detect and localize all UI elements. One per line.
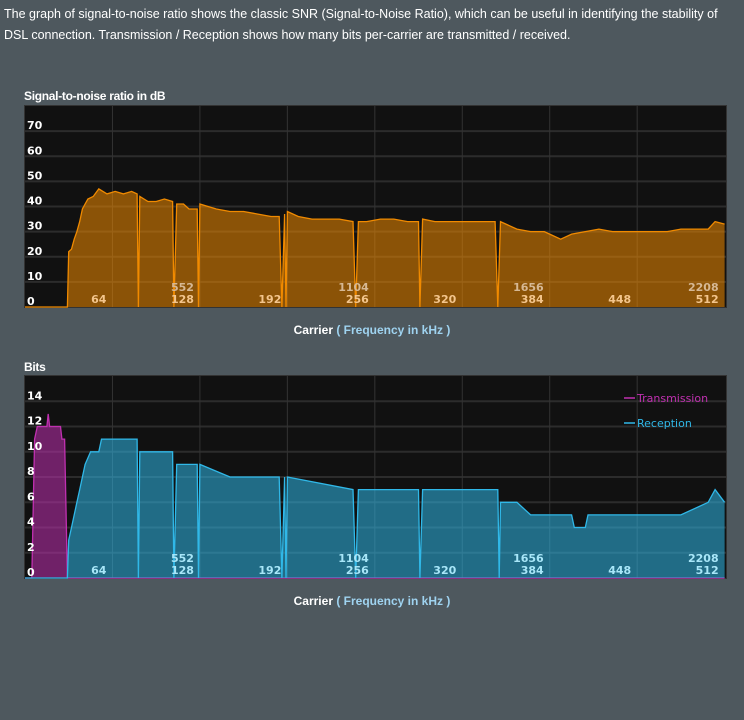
- description-line-1: The graph of signal-to-noise ratio shows…: [4, 7, 718, 21]
- x-tick-khz-label: 1656: [513, 281, 544, 294]
- series-line-reception: [25, 438, 726, 579]
- x-tick-label: 512: [696, 293, 719, 306]
- bits-chart-title: Bits: [24, 360, 46, 374]
- x-tick-label: 64: [91, 293, 107, 306]
- bits-x-axis-label: Carrier ( Frequency in kHz ): [0, 594, 744, 608]
- x-tick-khz-label: 1104: [338, 552, 369, 565]
- x-axis-unit: ( Frequency in kHz ): [336, 323, 451, 337]
- y-tick-label: 14: [27, 389, 43, 402]
- y-tick-label: 12: [27, 415, 42, 428]
- x-axis-title: Carrier: [293, 323, 333, 337]
- x-tick-label: 448: [608, 564, 631, 577]
- legend-label-transmission: Transmission: [636, 392, 708, 405]
- x-tick-khz-label: 2208: [688, 552, 719, 565]
- x-tick-label: 192: [258, 564, 281, 577]
- x-tick-khz-label: 552: [171, 552, 194, 565]
- x-axis-unit: ( Frequency in kHz ): [336, 594, 451, 608]
- snr-x-axis-label: Carrier ( Frequency in kHz ): [0, 323, 744, 337]
- y-tick-label: 2: [27, 541, 35, 554]
- y-tick-label: 30: [27, 220, 43, 233]
- y-tick-label: 8: [27, 465, 35, 478]
- y-tick-label: 50: [27, 169, 43, 182]
- x-tick-label: 128: [171, 293, 194, 306]
- y-tick-label: 70: [27, 119, 43, 132]
- x-tick-label: 448: [608, 293, 631, 306]
- y-tick-label: 60: [27, 144, 43, 157]
- legend-label-reception: Reception: [637, 417, 692, 430]
- x-tick-label: 320: [433, 293, 456, 306]
- x-tick-label: 512: [696, 564, 719, 577]
- description: The graph of signal-to-noise ratio shows…: [4, 4, 744, 46]
- y-tick-label: 40: [27, 195, 43, 208]
- y-tick-label: 10: [27, 440, 43, 453]
- series-line-transmission: [25, 413, 725, 579]
- x-tick-khz-label: 2208: [688, 281, 719, 294]
- y-tick-label: 0: [27, 566, 35, 579]
- x-tick-label: 256: [346, 293, 369, 306]
- description-line-2: DSL connection. Transmission / Reception…: [4, 28, 571, 42]
- y-tick-label: 20: [27, 245, 43, 258]
- x-axis-title: Carrier: [293, 594, 333, 608]
- x-tick-label: 256: [346, 564, 369, 577]
- x-tick-khz-label: 1104: [338, 281, 369, 294]
- y-tick-label: 10: [27, 270, 43, 283]
- y-tick-label: 0: [27, 295, 35, 308]
- x-tick-khz-label: 1656: [513, 552, 544, 565]
- x-tick-khz-label: 552: [171, 281, 194, 294]
- x-tick-label: 128: [171, 564, 194, 577]
- x-tick-label: 192: [258, 293, 281, 306]
- x-tick-label: 64: [91, 564, 107, 577]
- x-tick-label: 384: [521, 293, 544, 306]
- series-line-snr: [25, 188, 725, 308]
- x-tick-label: 384: [521, 564, 544, 577]
- y-tick-label: 6: [27, 490, 35, 503]
- y-tick-label: 4: [27, 516, 35, 529]
- x-tick-label: 320: [433, 564, 456, 577]
- snr-chart-title: Signal-to-noise ratio in dB: [24, 89, 166, 103]
